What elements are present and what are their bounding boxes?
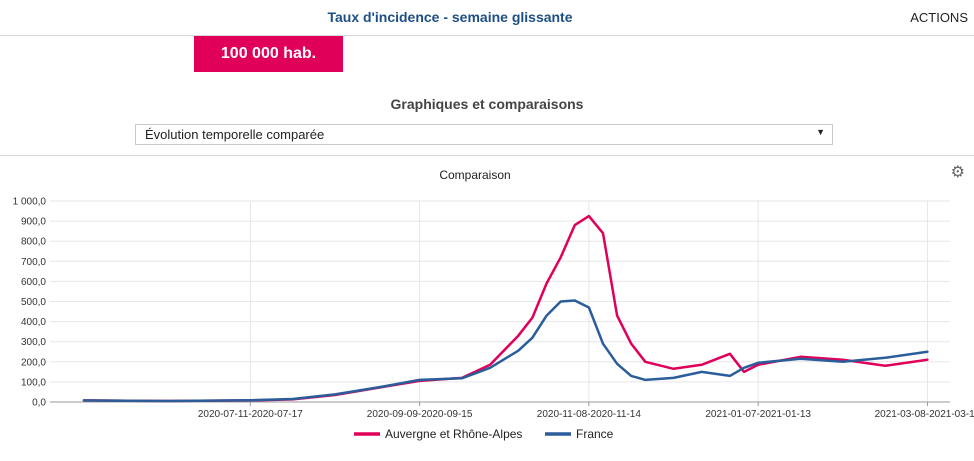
incidence-badge: 100 000 hab. — [194, 36, 343, 72]
chart-type-select-value: Évolution temporelle comparée — [145, 127, 325, 142]
chart-type-select[interactable]: Évolution temporelle comparée ▼ — [135, 124, 833, 145]
chart-panel — [0, 155, 974, 461]
caret-down-icon: ▼ — [816, 127, 825, 137]
section-title: Graphiques et comparaisons — [390, 96, 584, 112]
actions-menu-button[interactable]: ACTIONS — [910, 10, 968, 25]
page-title: Taux d'incidence - semaine glissante — [327, 9, 573, 25]
top-bar: Taux d'incidence - semaine glissante ACT… — [0, 0, 974, 36]
gear-icon[interactable]: ⚙ — [950, 164, 965, 181]
